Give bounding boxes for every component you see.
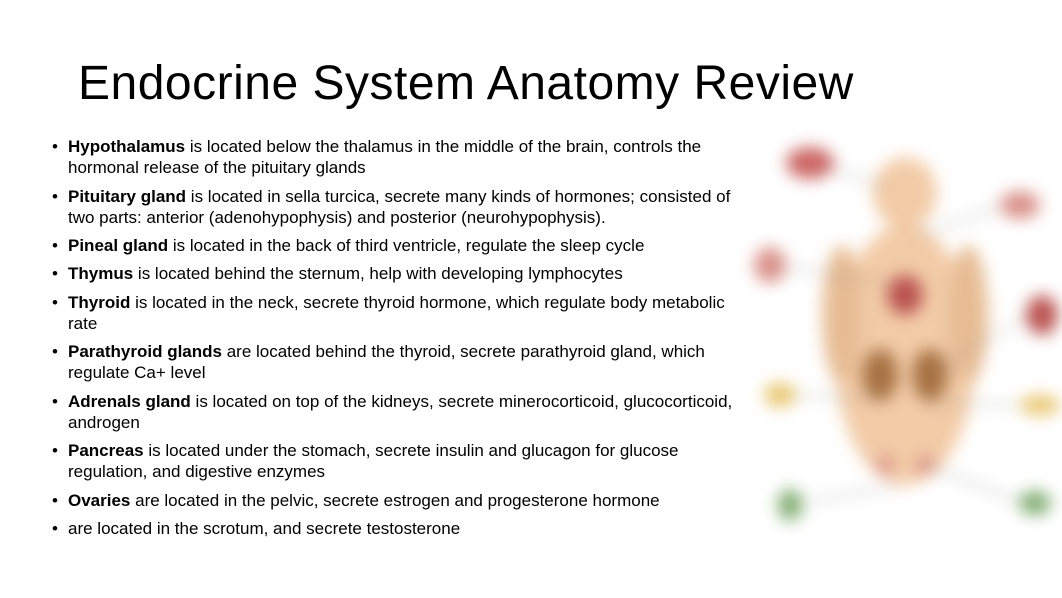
term-desc: are located in the scrotum, and secrete … [68, 519, 460, 538]
term-label: Thymus [68, 264, 133, 283]
term-label: Adrenals gland [68, 392, 191, 411]
list-item: Parathyroid glands are located behind th… [48, 341, 748, 384]
term-label: Ovaries [68, 491, 130, 510]
kidney-left [862, 349, 898, 401]
testes-icon [778, 489, 802, 521]
term-desc: are located in the pelvic, secrete estro… [130, 491, 659, 510]
term-desc: is located under the stomach, secrete in… [68, 441, 679, 481]
organ-icon [1019, 491, 1051, 515]
term-label: Parathyroid glands [68, 342, 222, 361]
term-label: Pancreas [68, 441, 144, 460]
slide: Endocrine System Anatomy Review Hypothal… [0, 0, 1062, 598]
list-item: Thymus is located behind the sternum, he… [48, 263, 748, 284]
pancreas-icon [1020, 395, 1060, 415]
arm-left [822, 245, 862, 385]
head-shape [873, 157, 937, 229]
list-item: Hypothalamus is located below the thalam… [48, 136, 748, 179]
list-item: Pituitary gland is located in sella turc… [48, 186, 748, 229]
content-row: Hypothalamus is located below the thalam… [48, 132, 1062, 558]
kidney-right [912, 349, 948, 401]
organ-icon [764, 383, 796, 407]
thymus-icon [754, 247, 786, 283]
heart-icon [887, 275, 923, 315]
term-label: Hypothalamus [68, 137, 185, 156]
callout-line [802, 485, 900, 503]
callout-line [925, 465, 1019, 501]
brain-icon [786, 147, 834, 179]
arm-right [948, 245, 988, 385]
list-item: Pancreas is located under the stomach, s… [48, 440, 748, 483]
term-desc: is located in the back of third ventricl… [168, 236, 644, 255]
bullet-list-container: Hypothalamus is located below the thalam… [48, 132, 748, 558]
term-label: Pineal gland [68, 236, 168, 255]
anatomy-svg [750, 145, 1060, 545]
list-item: Pineal gland is located in the back of t… [48, 235, 748, 256]
adrenal-icon [1026, 295, 1058, 335]
slide-title: Endocrine System Anatomy Review [78, 56, 1002, 111]
thyroid-icon [1000, 191, 1040, 219]
term-label: Thyroid [68, 293, 130, 312]
list-item: Thyroid is located in the neck, secrete … [48, 292, 748, 335]
term-desc: is located behind the sternum, help with… [133, 264, 623, 283]
bullet-list: Hypothalamus is located below the thalam… [48, 136, 748, 539]
ovary-left [876, 456, 894, 474]
list-item: Ovaries are located in the pelvic, secre… [48, 490, 748, 511]
list-item: are located in the scrotum, and secrete … [48, 518, 748, 539]
list-item: Adrenals gland is located on top of the … [48, 391, 748, 434]
term-label: Pituitary gland [68, 187, 186, 206]
term-desc: is located in the neck, secrete thyroid … [68, 293, 725, 333]
anatomy-figure [748, 132, 1062, 558]
